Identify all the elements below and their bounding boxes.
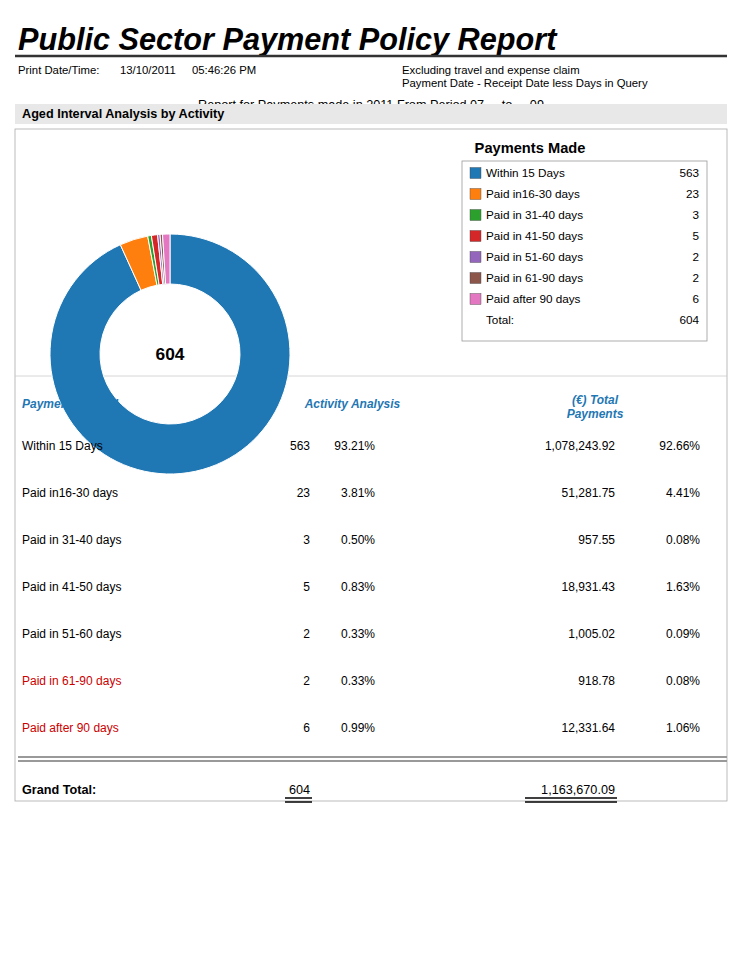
table-cell: 2 bbox=[303, 674, 310, 688]
legend-swatch bbox=[470, 189, 481, 200]
legend-total-value: 604 bbox=[679, 313, 699, 326]
center-label: 604 bbox=[156, 344, 185, 364]
table-header: (€) Total bbox=[572, 393, 619, 407]
legend-count: 5 bbox=[692, 229, 699, 242]
table-cell: 3.81% bbox=[341, 486, 375, 500]
total-separator bbox=[18, 760, 727, 762]
double-underline bbox=[285, 801, 312, 803]
table-cell: 1,078,243.92 bbox=[545, 439, 615, 453]
legend-label: Within 15 Days bbox=[486, 166, 565, 179]
page: Public Sector Payment Policy Report Print… bbox=[0, 0, 742, 956]
table-cell: 51,281.75 bbox=[562, 486, 616, 500]
print-time: 05:46:26 PM bbox=[192, 64, 256, 76]
row-label: Paid in16-30 days bbox=[22, 486, 118, 500]
title-rule bbox=[15, 55, 727, 58]
legend-count: 23 bbox=[686, 187, 699, 200]
legend-swatch bbox=[470, 168, 481, 179]
table-header: Payment Interval bbox=[22, 397, 119, 411]
table-cell: 0.33% bbox=[341, 674, 375, 688]
row-label: Paid in 41-50 days bbox=[22, 580, 121, 594]
legend-count: 2 bbox=[692, 250, 699, 263]
double-underline bbox=[525, 797, 617, 799]
table-cell: 3 bbox=[303, 533, 310, 547]
legend-label: Paid in 61-90 days bbox=[486, 271, 583, 284]
table-cell: 4.41% bbox=[666, 486, 700, 500]
grand-total-count: 604 bbox=[289, 783, 310, 797]
grand-total-amount: 1,163,670.09 bbox=[541, 783, 615, 797]
table-cell: 23 bbox=[297, 486, 311, 500]
table-cell: 918.78 bbox=[578, 674, 615, 688]
legend-swatch bbox=[470, 231, 481, 242]
chart-frame bbox=[15, 129, 727, 801]
table-cell: 12,331.64 bbox=[562, 721, 616, 735]
table-cell: 5 bbox=[303, 580, 310, 594]
legend-count: 6 bbox=[692, 292, 699, 305]
table-cell: 0.08% bbox=[666, 533, 700, 547]
table-cell: 563 bbox=[290, 439, 310, 453]
legend-count: 3 bbox=[692, 208, 699, 221]
print-date: 13/10/2011 bbox=[120, 64, 176, 76]
legend-label: Paid in 41-50 days bbox=[486, 229, 583, 242]
divider bbox=[15, 376, 727, 377]
table-cell: 0.83% bbox=[341, 580, 375, 594]
total-separator bbox=[18, 756, 727, 758]
double-underline bbox=[525, 801, 617, 803]
row-label: Within 15 Days bbox=[22, 439, 103, 453]
legend-title: Payments Made bbox=[475, 140, 586, 156]
legend-box bbox=[462, 161, 707, 341]
table-cell: 0.50% bbox=[341, 533, 375, 547]
table-cell: 1.06% bbox=[666, 721, 700, 735]
table-cell: 0.33% bbox=[341, 627, 375, 641]
legend-count: 563 bbox=[679, 166, 699, 179]
row-label: Paid in 31-40 days bbox=[22, 533, 121, 547]
legend-swatch bbox=[470, 210, 481, 221]
donut bbox=[50, 234, 290, 474]
table-cell: 0.99% bbox=[341, 721, 375, 735]
note: Excluding travel and expense claim bbox=[402, 64, 580, 76]
legend-swatch bbox=[470, 294, 481, 305]
section-header: Aged Interval Analysis by Activity bbox=[22, 107, 224, 121]
table-cell: 957.55 bbox=[578, 533, 615, 547]
row-label: Paid in 51-60 days bbox=[22, 627, 121, 641]
legend-label: Paid after 90 days bbox=[486, 292, 581, 305]
legend-swatch bbox=[470, 273, 481, 284]
note: Payment Date - Receipt Date less Days in… bbox=[402, 77, 648, 89]
legend-label: Paid in 51-60 days bbox=[486, 250, 583, 263]
table-cell: 1,005.02 bbox=[568, 627, 615, 641]
donut-slice bbox=[50, 234, 290, 474]
row-label: Paid after 90 days bbox=[22, 721, 119, 735]
table-header: Payments bbox=[567, 407, 624, 421]
legend-total-label: Total: bbox=[486, 313, 514, 326]
table-cell: 92.66% bbox=[659, 439, 700, 453]
table-header: Activity Analysis bbox=[304, 397, 401, 411]
legend-label: Paid in 31-40 days bbox=[486, 208, 583, 221]
row-label: Paid in 61-90 days bbox=[22, 674, 121, 688]
title: Public Sector Payment Policy Report bbox=[18, 22, 558, 57]
table-cell: 2 bbox=[303, 627, 310, 641]
double-underline bbox=[285, 797, 312, 799]
print-label: Print Date/Time: bbox=[18, 64, 99, 76]
table-cell: 93.21% bbox=[334, 439, 375, 453]
grand-total-label: Grand Total: bbox=[22, 783, 96, 797]
donut-slice bbox=[163, 234, 170, 284]
table-cell: 6 bbox=[303, 721, 310, 735]
table-cell: 1.63% bbox=[666, 580, 700, 594]
table-cell: 0.08% bbox=[666, 674, 700, 688]
legend-count: 2 bbox=[692, 271, 699, 284]
legend-swatch bbox=[470, 252, 481, 263]
section-bar bbox=[15, 104, 727, 124]
table-cell: 0.09% bbox=[666, 627, 700, 641]
legend-label: Paid in16-30 days bbox=[486, 187, 580, 200]
table-cell: 18,931.43 bbox=[562, 580, 616, 594]
